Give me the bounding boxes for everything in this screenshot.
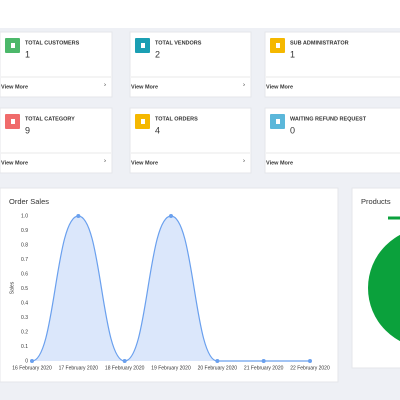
x-tick-label: 18 February 2020	[105, 365, 145, 371]
card-value: 9	[25, 125, 30, 135]
card-link[interactable]: View More	[266, 160, 293, 166]
card-link[interactable]: View More	[1, 84, 28, 90]
x-tick-label: 22 February 2020	[290, 365, 330, 371]
area	[32, 216, 310, 361]
pie	[368, 234, 400, 342]
card	[129, 31, 252, 98]
y-tick-label: 0.3	[21, 315, 28, 321]
x-tick-label: 20 February 2020	[198, 365, 238, 371]
card-label: SUB ADMINISTRATOR	[290, 40, 349, 46]
card-value: 4	[155, 125, 160, 135]
card-icon-glyph	[141, 119, 145, 124]
x-tick-label: 19 February 2020	[151, 365, 191, 371]
y-tick-label: 0.5	[21, 286, 28, 292]
point	[30, 359, 34, 363]
card-link[interactable]: View More	[131, 160, 158, 166]
card-label: WAITING REFUND REQUEST	[290, 116, 367, 122]
card-value: 1	[290, 49, 295, 59]
y-tick-label: 0.2	[21, 329, 28, 335]
chart-title: Order Sales	[9, 197, 49, 206]
card-link[interactable]: View More	[131, 84, 158, 90]
card-icon-glyph	[276, 119, 280, 124]
card-label: TOTAL CATEGORY	[25, 116, 75, 122]
card-arrow: ›	[104, 83, 106, 89]
y-tick-label: 0.7	[21, 257, 28, 263]
card-label: TOTAL CUSTOMERS	[25, 40, 80, 46]
x-tick-label: 21 February 2020	[244, 365, 284, 371]
card-value: 2	[155, 49, 160, 59]
card	[129, 107, 252, 174]
products-title: Products	[361, 197, 391, 206]
card-icon-glyph	[276, 43, 280, 48]
card	[264, 31, 400, 98]
card-label: TOTAL ORDERS	[155, 116, 198, 122]
point	[122, 359, 127, 363]
card-link[interactable]: View More	[266, 84, 293, 90]
y-tick-label: 1.0	[21, 213, 28, 219]
x-tick-label: 16 February 2020	[12, 365, 52, 371]
card-label: TOTAL VENDORS	[155, 40, 202, 46]
card-value: 0	[290, 125, 295, 135]
card-arrow: ›	[243, 83, 245, 89]
y-tick-label: 0.9	[21, 228, 28, 234]
point	[308, 359, 312, 363]
y-tick-label: 0.4	[21, 300, 28, 306]
card-icon-glyph	[11, 43, 15, 48]
card-icon-glyph	[11, 119, 15, 124]
line	[31, 215, 310, 362]
point	[169, 214, 173, 218]
card-value: 1	[25, 49, 30, 59]
y-tick-label: 0	[25, 358, 28, 364]
y-tick-label: 0.1	[21, 344, 28, 350]
y-tick-label: 0.6	[21, 271, 28, 277]
point	[76, 214, 81, 218]
card-arrow: ›	[104, 159, 106, 165]
card	[264, 107, 400, 174]
card-icon-glyph	[141, 43, 145, 48]
y-tick-label: 0.8	[21, 242, 28, 248]
point	[215, 359, 220, 363]
top-bar	[0, 0, 400, 28]
y-axis-label: Sales	[9, 281, 15, 294]
x-tick-label: 17 February 2020	[59, 365, 99, 371]
point	[261, 359, 266, 363]
card-link[interactable]: View More	[1, 160, 28, 166]
card-arrow: ›	[243, 159, 245, 165]
